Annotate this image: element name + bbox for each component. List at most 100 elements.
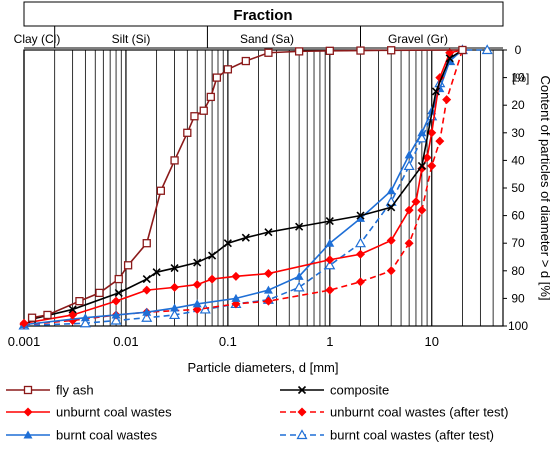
data-point (156, 186, 165, 195)
legend-entry: unburnt coal wastes (6, 405, 172, 420)
data-point (435, 136, 445, 146)
fraction-labels: Clay (Cl) Silt (Si) Sand (Sa) Gravel (Gr) (14, 26, 448, 48)
data-point (422, 153, 432, 163)
data-point (325, 238, 335, 247)
data-point (294, 47, 304, 56)
data-point (80, 313, 90, 322)
y-axis-ticks: 0 10 20 30 40 50 60 70 80 90 100 (503, 43, 528, 333)
data-point (325, 217, 334, 226)
fraction-label: Silt (Si) (112, 32, 151, 46)
legend-label: fly ash (56, 383, 94, 398)
data-point (386, 266, 396, 276)
data-point (170, 282, 180, 292)
data-point (169, 309, 181, 320)
data-point (111, 310, 121, 319)
data-point (427, 161, 437, 171)
fraction-label: Clay (Cl) (14, 32, 61, 46)
legend-marker (297, 385, 307, 395)
data-point (190, 112, 199, 121)
series-line (31, 49, 463, 319)
y-tick-label: 100 (508, 319, 528, 333)
legend-entry: fly ash (6, 383, 94, 398)
x-axis-label: Particle diameters, d [mm] (188, 360, 339, 375)
legend-entry: burnt coal wastes (after test) (280, 428, 494, 443)
data-point (386, 186, 396, 195)
data-point (212, 73, 222, 82)
data-point (241, 56, 250, 66)
data-point (193, 258, 202, 267)
data-point (356, 211, 365, 220)
data-point (427, 128, 437, 138)
y-tick-label: 20 (511, 98, 525, 112)
legend-marker (23, 430, 33, 439)
data-point (431, 87, 441, 96)
data-point (386, 235, 396, 245)
x-axis-ticks: 0.001 0.01 0.1 1 10 (8, 334, 439, 349)
data-point (263, 269, 273, 279)
data-point (355, 213, 365, 222)
data-point (324, 259, 336, 270)
data-point (183, 128, 192, 137)
data-point (43, 310, 52, 320)
data-point (192, 299, 202, 308)
legend-label: composite (330, 383, 389, 398)
x-tick-label: 0.001 (8, 334, 41, 349)
legend-marker (296, 429, 308, 440)
data-point (142, 307, 152, 316)
data-point (223, 239, 232, 248)
data-point (206, 92, 215, 102)
data-point (417, 205, 427, 215)
y-tick-label: 70 (511, 236, 525, 250)
data-point (142, 275, 151, 284)
data-point (263, 296, 273, 306)
data-point (356, 46, 365, 55)
x-tick-label: 0.01 (113, 334, 138, 349)
y-tick-label: 90 (511, 291, 525, 305)
x-tick-label: 10 (425, 334, 439, 349)
data-point (111, 296, 121, 306)
data-point (458, 45, 467, 55)
data-point (152, 268, 161, 277)
fraction-label: Sand (Sa) (240, 32, 294, 46)
data-point (354, 237, 367, 248)
legend-marker (23, 407, 33, 417)
x-tick-label: 0.1 (219, 334, 237, 349)
series-line (23, 49, 463, 325)
data-point (417, 128, 427, 137)
data-point (481, 44, 493, 55)
fraction-label: Gravel (Gr) (388, 32, 448, 46)
legend-marker (297, 407, 307, 417)
legend-entry: burnt coal wastes (6, 428, 158, 443)
data-point (114, 288, 123, 297)
data-point (110, 314, 122, 325)
data-point (387, 203, 396, 212)
y-tick-label: 40 (511, 153, 525, 167)
data-series (18, 44, 493, 330)
data-point (263, 285, 273, 294)
y-axis-label: Content of particles of diameter > d [%] (538, 75, 550, 300)
y-tick-label: 60 (511, 209, 525, 223)
data-point (403, 160, 415, 171)
data-point (293, 281, 305, 292)
data-point (199, 106, 208, 115)
data-point (114, 274, 123, 284)
data-point (417, 164, 427, 174)
data-point (231, 271, 241, 281)
x-tick-label: 1 (326, 334, 333, 349)
y-tick-label: 0 (515, 43, 522, 57)
legend-label: unburnt coal wastes (after test) (330, 405, 508, 420)
data-point (79, 317, 91, 328)
y-tick-label: 80 (511, 264, 525, 278)
y-tick-label: 50 (511, 181, 525, 195)
data-point (170, 156, 179, 165)
legend-marker (23, 385, 33, 395)
data-point (417, 161, 426, 170)
data-point (170, 303, 180, 312)
data-point (208, 251, 217, 260)
data-point (241, 233, 250, 242)
data-point (294, 271, 304, 280)
data-point (19, 318, 29, 328)
legend-entry: unburnt coal wastes (after test) (280, 405, 508, 420)
